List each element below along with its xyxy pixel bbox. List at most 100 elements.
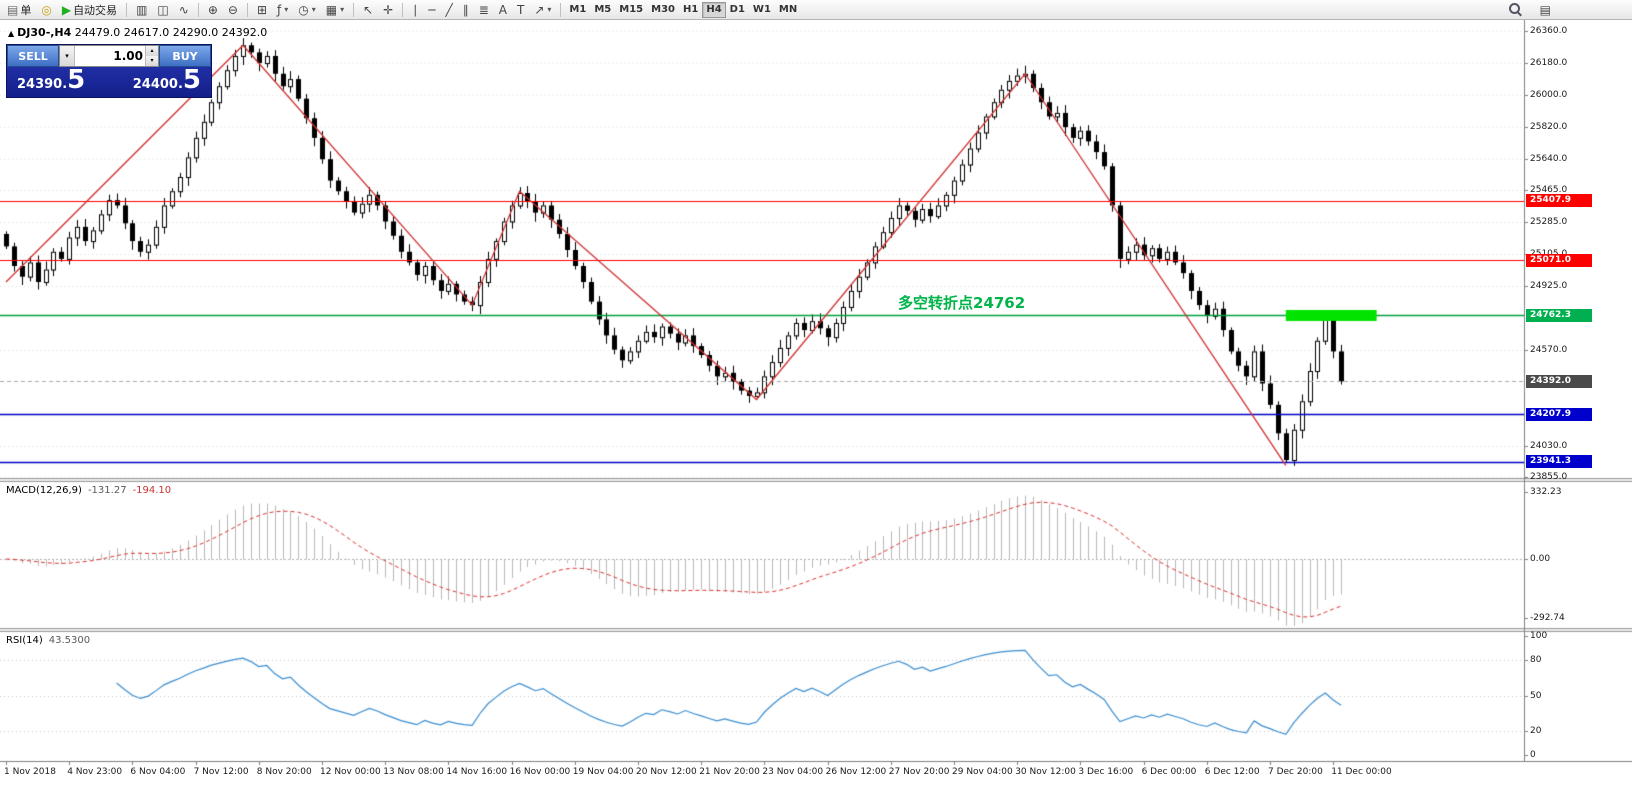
- chart-canvas[interactable]: [0, 20, 1632, 810]
- price-tick: 25820.0: [1530, 122, 1568, 133]
- price-tick: 25465.0: [1530, 185, 1568, 196]
- time-label: 6 Dec 00:00: [1141, 767, 1197, 777]
- tile-windows-icon: ⊞: [256, 2, 267, 17]
- chevron-down-icon: ▾: [284, 5, 289, 14]
- time-label: 6 Dec 12:00: [1204, 767, 1260, 777]
- line-chart-button[interactable]: ∿: [175, 1, 193, 18]
- time-label: 12 Nov 00:00: [320, 767, 381, 777]
- auto-trading-icon: ▶: [61, 2, 72, 17]
- macd-tick: 332.23: [1530, 486, 1562, 497]
- data-window-button[interactable]: ▤: [1536, 1, 1555, 18]
- trendline-button[interactable]: ╱: [441, 1, 456, 18]
- timeframe-w1-button[interactable]: W1: [749, 2, 775, 18]
- timeframe-m15-button[interactable]: M15: [615, 2, 647, 18]
- channel-button[interactable]: ∥: [459, 1, 473, 18]
- time-label: 3 Dec 16:00: [1078, 767, 1134, 777]
- text-button[interactable]: A: [495, 1, 511, 18]
- price-tick: 26360.0: [1530, 26, 1568, 37]
- compass-icon-icon: ◎: [41, 2, 52, 17]
- chevron-down-icon: ▾: [340, 5, 345, 14]
- time-axis[interactable]: 1 Nov 2018 4 Nov 23:00 6 Nov 04:00 7 Nov 12…: [0, 762, 1632, 784]
- candlestick-chart-button[interactable]: ◫: [153, 1, 172, 18]
- templates-button[interactable]: ▦ ▾: [322, 1, 348, 18]
- zoom-in-button[interactable]: ⊕: [204, 1, 222, 18]
- crosshair-button[interactable]: ✛: [379, 1, 397, 18]
- time-label: 4 Nov 23:00: [67, 767, 123, 777]
- rsi-tick: 20: [1530, 726, 1542, 737]
- price-tick: 23855.0: [1530, 471, 1568, 482]
- time-label: 30 Nov 12:00: [1015, 767, 1076, 777]
- toolbar-separator: [197, 2, 199, 17]
- volume-down-button[interactable]: ▾: [145, 56, 158, 66]
- price-tick: 26180.0: [1530, 58, 1568, 69]
- rsi-tick: 0: [1530, 750, 1536, 760]
- bar-chart-icon: ▥: [136, 2, 148, 17]
- timeframe-h4-button[interactable]: H4: [702, 1, 726, 18]
- horizontal-line-button[interactable]: ─: [424, 1, 439, 18]
- time-label: 8 Nov 20:00: [256, 767, 312, 777]
- bar-chart-button[interactable]: ▥: [132, 1, 151, 18]
- timeframe-d1-button[interactable]: D1: [726, 2, 749, 18]
- arrows-button[interactable]: ↗ ▾: [530, 1, 555, 18]
- label-button[interactable]: T: [513, 1, 528, 18]
- arrows-icon: ↗: [534, 2, 545, 17]
- time-label: 11 Dec 00:00: [1331, 767, 1392, 777]
- symbol-search-button[interactable]: [1505, 1, 1526, 18]
- time-label: 14 Nov 16:00: [446, 767, 508, 777]
- price-badge: 24207.9: [1526, 407, 1592, 421]
- rsi-tick: 100: [1530, 631, 1548, 641]
- compass-icon-button[interactable]: ◎: [37, 1, 55, 18]
- price-tick: 25285.0: [1530, 217, 1568, 228]
- rsi-tick: 80: [1530, 654, 1542, 665]
- time-label: 20 Nov 12:00: [636, 767, 697, 777]
- sell-button[interactable]: SELL: [7, 45, 59, 67]
- new-order-icon: ▤: [7, 2, 19, 17]
- time-label: 23 Nov 04:00: [762, 767, 824, 777]
- time-label: 27 Nov 20:00: [888, 767, 950, 777]
- time-label: 21 Nov 20:00: [699, 767, 760, 777]
- vertical-line-icon: ∣: [412, 2, 419, 17]
- new-order-button[interactable]: ▤ 单: [3, 1, 35, 18]
- annotation-text[interactable]: 多空转折点24762: [898, 294, 1026, 312]
- text-icon: A: [498, 2, 507, 17]
- toolbar-separator: [402, 2, 404, 17]
- indicators-icon: ƒ: [277, 2, 282, 17]
- buy-button[interactable]: BUY: [159, 45, 211, 67]
- timeframe-m1-button[interactable]: M1: [565, 2, 590, 18]
- volume-input[interactable]: [75, 46, 145, 66]
- fibonacci-icon: ≣: [478, 2, 489, 17]
- toolbar: ▤ 单 ◎ ▶ 自动交易 ▥ ◫ ∿ ⊕ ⊖ ⊞ ƒ ▾ ◷ ▾ ▦ ▾ ↖ ✛ ∣ ─ ╱ ∥ ≣ A T ↗ ▾ M1 M5 M15 M…: [0, 0, 1632, 20]
- periods-icon: ◷: [298, 2, 309, 17]
- vertical-line-button[interactable]: ∣: [408, 1, 422, 18]
- volume-up-button[interactable]: ▴: [145, 46, 158, 56]
- cursor-button[interactable]: ↖: [359, 1, 377, 18]
- volume-dropdown-button[interactable]: ▾: [60, 46, 75, 66]
- indicators-button[interactable]: ƒ ▾: [273, 1, 292, 18]
- volume-spinner: ▴ ▾: [145, 46, 158, 66]
- buy-price[interactable]: 24400.5: [132, 65, 201, 95]
- fibonacci-button[interactable]: ≣: [475, 1, 493, 18]
- time-label: 26 Nov 12:00: [825, 767, 887, 777]
- timeframe-m5-button[interactable]: M5: [590, 2, 615, 18]
- tile-windows-button[interactable]: ⊞: [253, 1, 271, 18]
- time-label: 6 Nov 04:00: [130, 767, 186, 777]
- price-axis[interactable]: 26360.0 26180.0 26000.0 25820.0 25640.0 25465…: [0, 20, 1632, 762]
- auto-trading-button[interactable]: ▶ 自动交易: [58, 1, 121, 18]
- trendline-icon: ╱: [445, 2, 453, 17]
- price-badge: 24392.0: [1526, 374, 1592, 388]
- zoom-out-button[interactable]: ⊖: [224, 1, 242, 18]
- toolbar-separator: [353, 2, 355, 17]
- macd-tick: -292.74: [1530, 613, 1565, 624]
- chevron-down-icon: ▾: [311, 5, 316, 14]
- macd-tick: 0.00: [1530, 554, 1551, 565]
- periods-button[interactable]: ◷ ▾: [294, 1, 320, 18]
- timeframe-mn-button[interactable]: MN: [775, 2, 801, 18]
- timeframe-h1-button[interactable]: H1: [679, 2, 702, 18]
- price-badge: 23941.3: [1526, 455, 1592, 469]
- price-tick: 26000.0: [1530, 90, 1568, 101]
- cursor-icon: ↖: [363, 2, 374, 17]
- sell-price[interactable]: 24390.5: [17, 65, 86, 95]
- price-badge: 25071.0: [1526, 253, 1592, 267]
- chart-region: ▲ DJ30-,H4 24479.0 24617.0 24290.0 24392.…: [0, 20, 1632, 810]
- timeframe-m30-button[interactable]: M30: [647, 2, 679, 18]
